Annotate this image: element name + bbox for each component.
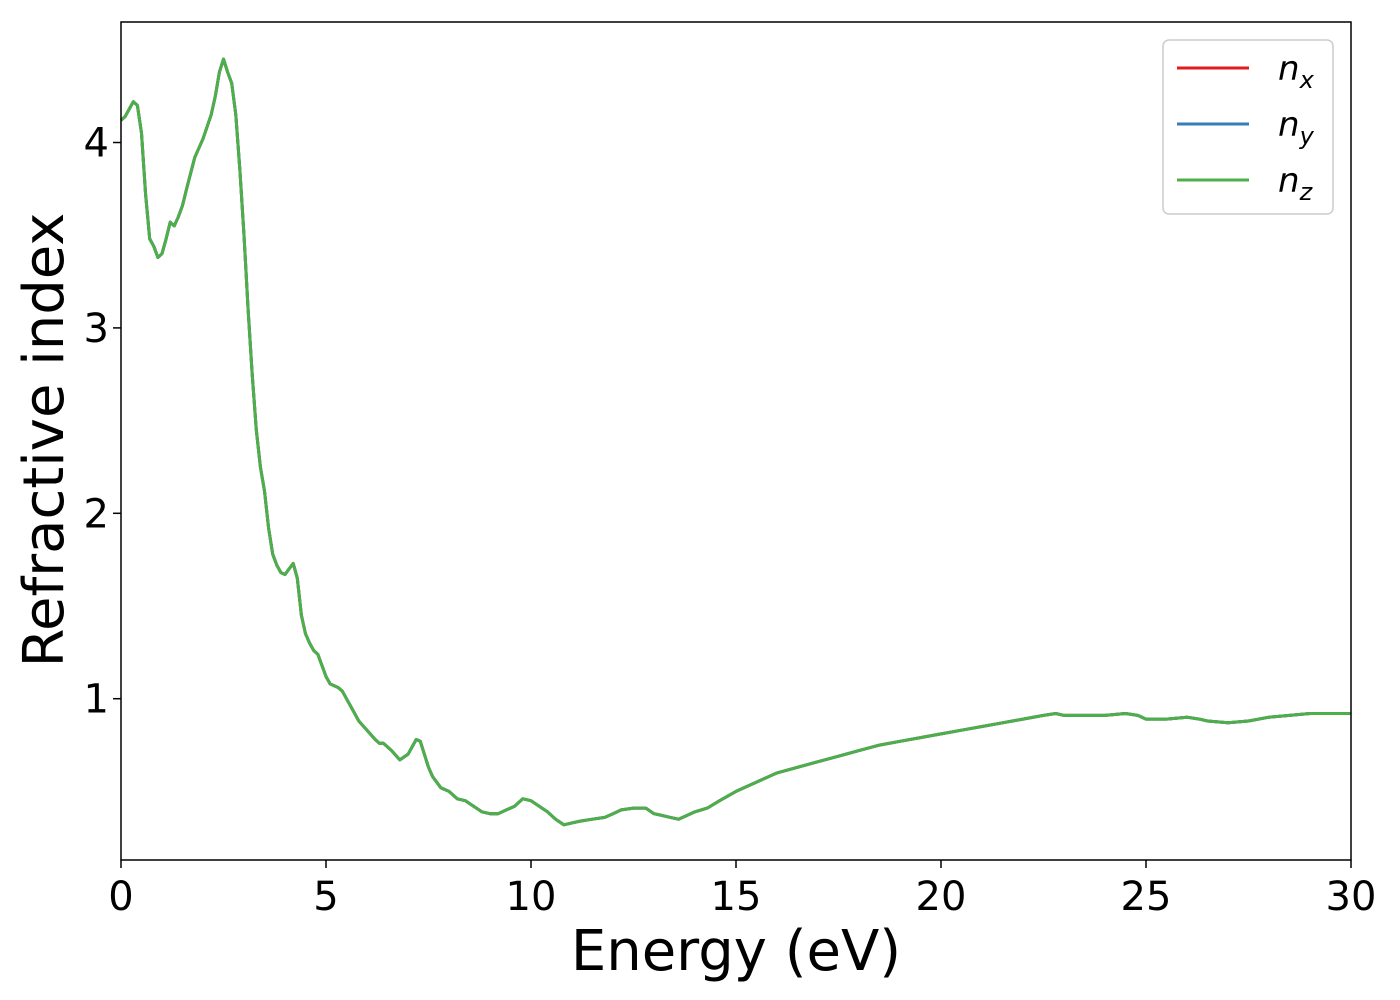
x-tick-label: 0	[108, 874, 133, 920]
x-tick-label: 5	[313, 874, 338, 920]
x-axis-title: Energy (eV)	[571, 919, 901, 984]
y-tick-label: 4	[84, 121, 109, 167]
x-tick-label: 20	[916, 874, 967, 920]
y-tick-label: 1	[84, 677, 109, 723]
y-axis: 1 2 3 4	[84, 121, 121, 723]
x-axis: 0 5 10 15 20 25 30	[108, 860, 1376, 920]
legend-box	[1162, 39, 1334, 215]
plot-area	[119, 57, 1351, 827]
series-line-nz	[119, 57, 1351, 827]
x-tick-label: 15	[711, 874, 762, 920]
y-axis-title: Refractive index	[12, 213, 77, 668]
y-tick-label: 3	[84, 306, 109, 352]
x-tick-label: 25	[1121, 874, 1172, 920]
x-tick-label: 30	[1326, 874, 1377, 920]
y-tick-label: 2	[84, 491, 109, 537]
x-tick-label: 10	[506, 874, 557, 920]
plot-frame	[120, 21, 1352, 861]
